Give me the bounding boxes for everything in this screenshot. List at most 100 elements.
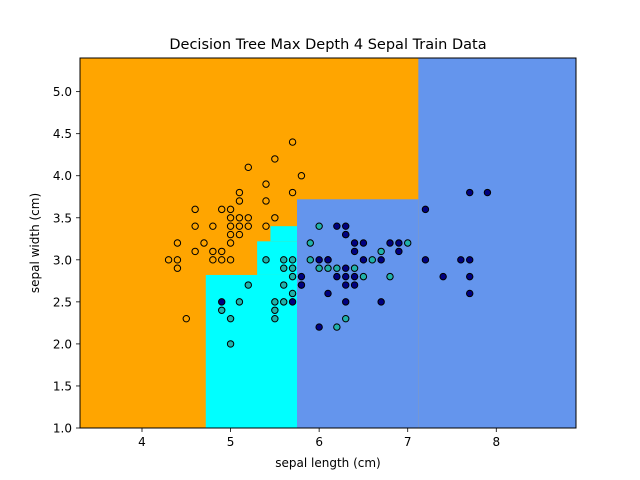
data-point-class-0 bbox=[226, 205, 235, 214]
data-point-class-0 bbox=[191, 205, 199, 214]
data-point-class-1 bbox=[226, 314, 235, 323]
data-point-class-1 bbox=[235, 298, 244, 306]
data-point-class-1 bbox=[271, 306, 279, 314]
data-point-class-0 bbox=[244, 222, 252, 230]
data-point-class-1 bbox=[262, 256, 270, 264]
data-point-class-1 bbox=[280, 256, 288, 264]
data-point-class-0 bbox=[226, 239, 235, 247]
data-point-class-2 bbox=[421, 256, 430, 264]
data-point-class-1 bbox=[315, 264, 323, 272]
data-point-class-2 bbox=[288, 298, 297, 306]
data-point-class-1 bbox=[350, 264, 359, 272]
data-point-class-1 bbox=[244, 281, 252, 289]
data-point-class-2 bbox=[297, 281, 306, 289]
decision-region-class-1 bbox=[270, 226, 297, 242]
data-point-class-2 bbox=[324, 256, 332, 264]
data-point-class-2 bbox=[315, 323, 323, 331]
data-point-class-0 bbox=[173, 256, 182, 264]
data-point-class-2 bbox=[421, 205, 430, 214]
y-tick-label: 3.5 bbox=[53, 211, 72, 225]
data-point-class-0 bbox=[271, 214, 279, 222]
data-point-class-2 bbox=[350, 281, 359, 289]
data-point-class-0 bbox=[271, 155, 279, 163]
data-point-class-0 bbox=[244, 163, 252, 172]
data-point-class-1 bbox=[218, 306, 226, 314]
data-point-class-2 bbox=[377, 256, 385, 264]
data-point-class-0 bbox=[235, 230, 244, 239]
data-point-class-0 bbox=[262, 197, 270, 205]
data-point-class-0 bbox=[226, 214, 235, 222]
data-point-class-1 bbox=[333, 264, 341, 272]
data-point-class-0 bbox=[226, 222, 235, 230]
data-point-class-1 bbox=[306, 239, 314, 247]
data-point-class-2 bbox=[386, 239, 394, 247]
data-point-class-2 bbox=[333, 222, 341, 230]
data-point-class-0 bbox=[200, 239, 208, 247]
data-point-class-2 bbox=[350, 272, 359, 281]
x-tick-label: 6 bbox=[315, 435, 323, 449]
data-point-class-0 bbox=[218, 247, 226, 256]
data-point-class-0 bbox=[297, 172, 306, 180]
data-point-class-2 bbox=[342, 264, 350, 272]
data-point-class-0 bbox=[209, 222, 217, 230]
data-point-class-1 bbox=[315, 222, 323, 230]
y-tick-label: 4.0 bbox=[53, 169, 72, 183]
data-point-class-0 bbox=[209, 256, 217, 264]
data-point-class-2 bbox=[342, 272, 350, 281]
data-point-class-1 bbox=[324, 264, 332, 272]
data-point-class-0 bbox=[235, 197, 244, 205]
y-tick-label: 2.5 bbox=[53, 295, 72, 309]
data-point-class-2 bbox=[218, 298, 226, 306]
data-point-class-1 bbox=[271, 314, 279, 323]
data-point-class-0 bbox=[288, 138, 297, 146]
y-tick-label: 5.0 bbox=[53, 85, 72, 99]
data-point-class-1 bbox=[271, 298, 279, 306]
data-point-class-0 bbox=[182, 314, 190, 323]
data-point-class-2 bbox=[457, 256, 465, 264]
data-point-class-2 bbox=[315, 256, 323, 264]
data-point-class-2 bbox=[483, 188, 492, 197]
y-axis-label: sepal width (cm) bbox=[28, 193, 42, 293]
data-point-class-0 bbox=[191, 247, 199, 256]
data-point-class-2 bbox=[342, 222, 350, 230]
data-point-class-2 bbox=[466, 272, 474, 281]
y-tick-label: 1.5 bbox=[53, 379, 72, 393]
data-point-class-0 bbox=[226, 230, 235, 239]
data-point-class-0 bbox=[244, 214, 252, 222]
decision-region-class-1 bbox=[205, 274, 297, 428]
data-point-class-0 bbox=[235, 222, 244, 230]
data-point-class-1 bbox=[306, 256, 314, 264]
data-point-class-2 bbox=[395, 239, 403, 247]
data-point-class-0 bbox=[218, 205, 226, 214]
data-point-class-0 bbox=[173, 264, 182, 272]
plot-area bbox=[79, 57, 577, 429]
data-point-class-1 bbox=[288, 256, 297, 264]
y-axis-ticks: 1.0 1.5 2.0 2.5 3.0 3.5 4.0 4.5 5.0 bbox=[53, 85, 80, 436]
data-point-class-0 bbox=[218, 256, 226, 264]
x-tick-label: 7 bbox=[404, 435, 412, 449]
data-point-class-2 bbox=[395, 247, 403, 256]
data-point-class-1 bbox=[288, 272, 297, 281]
data-point-class-0 bbox=[235, 188, 244, 197]
data-point-class-0 bbox=[235, 214, 244, 222]
data-point-class-1 bbox=[280, 281, 288, 289]
axes-frame bbox=[79, 57, 577, 429]
data-point-class-0 bbox=[209, 247, 217, 256]
x-axis-ticks: 4 5 6 7 8 bbox=[138, 428, 500, 449]
data-point-class-2 bbox=[297, 272, 306, 281]
data-point-class-1 bbox=[342, 314, 350, 323]
data-point-class-2 bbox=[439, 272, 447, 281]
data-point-class-0 bbox=[226, 256, 235, 264]
y-tick-label: 3.0 bbox=[53, 253, 72, 267]
x-tick-label: 8 bbox=[492, 435, 500, 449]
data-point-class-0 bbox=[164, 256, 173, 264]
data-point-class-2 bbox=[466, 289, 474, 298]
chart-title: Decision Tree Max Depth 4 Sepal Train Da… bbox=[169, 37, 486, 53]
data-point-class-0 bbox=[191, 222, 199, 230]
data-point-class-2 bbox=[342, 298, 350, 306]
y-tick-label: 2.0 bbox=[53, 337, 72, 351]
data-point-class-2 bbox=[466, 256, 474, 264]
decision-region-class-2 bbox=[418, 58, 576, 428]
data-point-class-1 bbox=[280, 298, 288, 306]
data-point-class-1 bbox=[280, 264, 288, 272]
